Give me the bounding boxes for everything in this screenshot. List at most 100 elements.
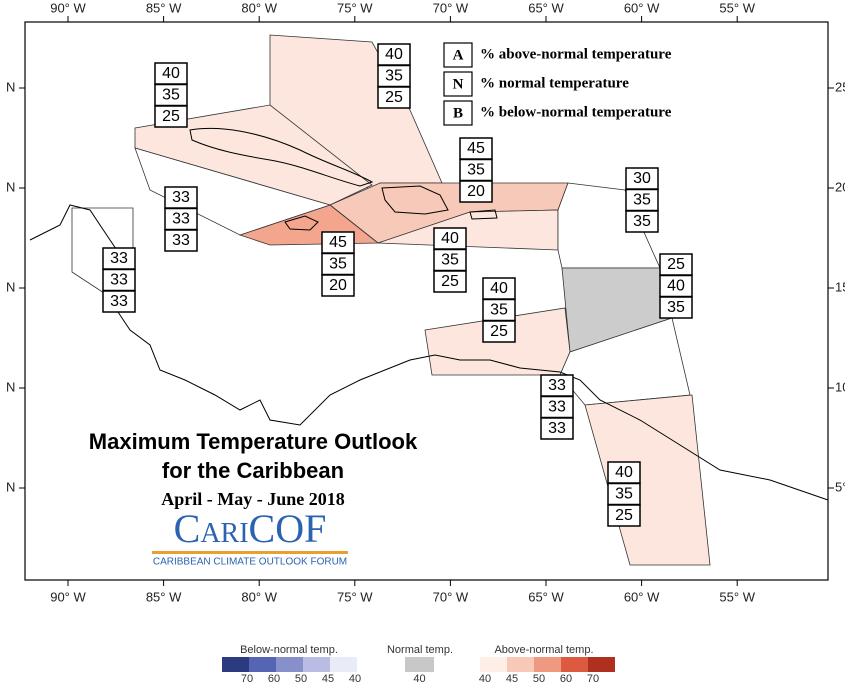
logo-bar — [152, 551, 348, 554]
probability-value: 35 — [441, 252, 459, 269]
lon-label: 60° W — [624, 589, 660, 604]
probability-cell — [625, 210, 659, 233]
lat-label: N — [6, 479, 15, 494]
colorbar-tick: 70 — [241, 673, 253, 684]
probability-value: 35 — [385, 68, 403, 85]
probability-value: 33 — [548, 377, 566, 394]
colorbar: Below-normal temp. 70 60 50 45 40 Normal temp.… — [222, 644, 615, 685]
coastline — [189, 127, 374, 187]
colorbar-swatch — [276, 657, 303, 672]
colorbar-label: Above-normal temp. — [494, 644, 593, 656]
legend-text: % normal temperature — [480, 75, 629, 91]
colorbar-swatch — [249, 657, 276, 672]
legend: A % above-normal temperature N % normal tem… — [443, 42, 672, 126]
lat-label: 15 — [835, 279, 845, 294]
colorbar-swatch — [507, 657, 534, 672]
lon-label: 60° W — [624, 0, 660, 15]
probability-cell — [459, 180, 493, 203]
colorbar-tick: 50 — [295, 673, 307, 684]
lon-label: 70° W — [433, 0, 469, 15]
lat-label: N — [6, 379, 15, 394]
probability-value: 33 — [110, 250, 128, 267]
colorbar-tick: 40 — [413, 673, 425, 684]
legend-key-box — [443, 100, 473, 126]
probability-value: 20 — [329, 277, 347, 294]
probability-value: 25 — [162, 108, 180, 125]
lon-label: 75° W — [337, 0, 373, 15]
probability-cell — [433, 270, 467, 293]
probability-value: 33 — [172, 211, 190, 228]
probability-value: 35 — [615, 486, 633, 503]
lat-label: N — [6, 179, 15, 194]
probability-value: 33 — [110, 272, 128, 289]
probability-cell — [164, 229, 198, 252]
probability-value: 35 — [633, 192, 651, 209]
map-frame — [24, 21, 829, 581]
probability-value: 35 — [667, 299, 685, 316]
probability-cell — [321, 274, 355, 297]
colorbar-tick: 45 — [322, 673, 334, 684]
colorbar-tick: 40 — [349, 673, 361, 684]
probability-value: 40 — [490, 280, 508, 297]
outlook-region — [134, 104, 373, 206]
logo-tagline: CARIBBEAN CLIMATE OUTLOOK FORUM — [153, 557, 347, 568]
colorbar-swatch — [561, 657, 588, 672]
probability-cell — [482, 320, 516, 343]
lat-label: 20 — [835, 179, 845, 194]
logo: CariCOF — [174, 506, 327, 551]
probability-value: 35 — [633, 213, 651, 230]
probability-value: 35 — [162, 87, 180, 104]
outlook-region — [134, 147, 332, 236]
colorbar-swatch — [222, 657, 249, 672]
probability-value: 45 — [467, 140, 485, 157]
colorbar-label: Normal temp. — [387, 644, 453, 656]
lon-label: 70° W — [433, 589, 469, 604]
legend-key: A — [453, 47, 464, 63]
probability-cell — [154, 105, 188, 128]
lon-label: 65° W — [528, 0, 564, 15]
probability-cell — [102, 290, 136, 313]
probability-value: 30 — [633, 170, 651, 187]
lon-label: 55° W — [719, 589, 755, 604]
probability-value: 33 — [172, 232, 190, 249]
probability-boxes: 40 35 25 40 35 25 45 35 20 45 35 20 40 35 25 30 35 35 25 40… — [102, 43, 693, 527]
colorbar-label: Below-normal temp. — [240, 644, 338, 656]
map-subtitle: for the Caribbean — [162, 458, 344, 483]
probability-value: 25 — [490, 323, 508, 340]
lon-label: 80° W — [241, 589, 277, 604]
legend-key: B — [453, 105, 463, 121]
colorbar-tick: 45 — [506, 673, 518, 684]
colorbar-swatch — [303, 657, 330, 672]
probability-value: 25 — [667, 256, 685, 273]
coastline — [469, 209, 498, 220]
colorbar-swatch — [405, 657, 434, 672]
probability-value: 25 — [615, 507, 633, 524]
probability-value: 35 — [329, 256, 347, 273]
lat-label: 5° — [835, 479, 845, 494]
legend-text: % below-normal temperature — [480, 104, 672, 120]
colorbar-tick: 60 — [560, 673, 572, 684]
probability-cell — [377, 86, 411, 109]
legend-key: N — [453, 76, 464, 92]
probability-value: 33 — [110, 293, 128, 310]
lon-label: 75° W — [337, 589, 373, 604]
map-title: Maximum Temperature Outlook — [89, 429, 418, 454]
probability-value: 20 — [467, 183, 485, 200]
legend-key-box — [443, 71, 473, 97]
probability-value: 40 — [385, 46, 403, 63]
probability-value: 25 — [441, 273, 459, 290]
probability-cell — [540, 417, 574, 440]
lon-label: 90° W — [50, 0, 86, 15]
colorbar-tick: 70 — [587, 673, 599, 684]
colorbar-tick: 60 — [268, 673, 280, 684]
lon-label: 90° W — [50, 589, 86, 604]
probability-value: 33 — [548, 399, 566, 416]
probability-value: 35 — [490, 302, 508, 319]
colorbar-swatch — [480, 657, 507, 672]
probability-value: 40 — [162, 65, 180, 82]
probability-value: 40 — [667, 278, 685, 295]
axes: 90° W 90° W 85° W 85° W 80° W 80° W 75° W 75° W… — [6, 0, 845, 604]
lat-label: N — [6, 79, 15, 94]
probability-value: 40 — [441, 230, 459, 247]
